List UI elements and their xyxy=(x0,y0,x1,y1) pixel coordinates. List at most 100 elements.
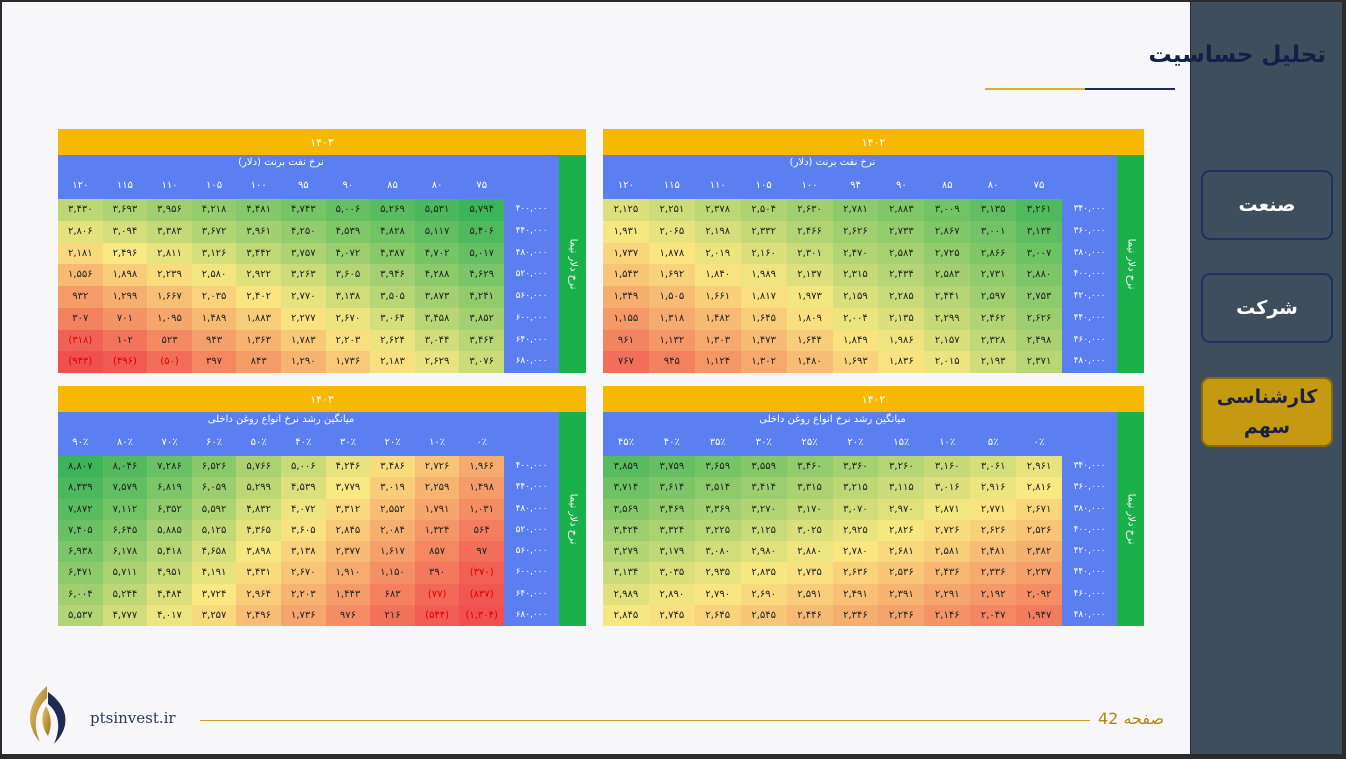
table-cell: ۳,۴۶۹ xyxy=(648,498,695,520)
table-cell: ۱,۹۱۰ xyxy=(325,562,371,584)
table-cell: ۳۹۰ xyxy=(414,562,460,584)
table-cell: ۳,۰۰۹ xyxy=(924,199,971,221)
row-axis-header: نرخ دلار نیما xyxy=(559,155,586,373)
table-cell: ۵,۸۸۵ xyxy=(147,519,192,541)
table-cell: ۳,۷۷۹ xyxy=(325,477,371,499)
table-cell: ۲,۷۹۰ xyxy=(694,583,741,605)
table-year-label: ۱۴۰۲ xyxy=(861,392,886,406)
table-cell: ۲,۸۶۷ xyxy=(924,220,971,243)
table-cell: ۲,۱۳۷ xyxy=(786,264,833,286)
table-cell: ۲,۱۹۲ xyxy=(970,583,1017,605)
frame-edge xyxy=(0,754,1346,759)
table-cell: ۳,۷۱۴ xyxy=(603,477,649,499)
table-cell: ۱,۹۶۶ xyxy=(459,456,504,478)
row-header: ۳۸۰,۰۰۰ xyxy=(1073,503,1106,514)
page-title: تحلیل حساسیت xyxy=(1148,42,1327,68)
table-cell: ۳,۰۳۵ xyxy=(648,562,695,584)
table-cell: ۷,۴۰۵ xyxy=(58,519,103,541)
row-header: ۴۰۰,۰۰۰ xyxy=(515,461,548,471)
table-cell: ۲,۴۸۱ xyxy=(970,541,1017,563)
table-cell: ۱,۶۴۴ xyxy=(786,329,833,352)
table-cell: ۳,۱۳۵ xyxy=(970,199,1017,221)
table-cell: ۳,۴۴۲ xyxy=(236,242,281,265)
table-cell: ۲,۷۲۶ xyxy=(414,456,460,478)
table-cell: ۵,۵۳۱ xyxy=(414,199,460,221)
table-cell: ۲,۵۸۰ xyxy=(191,264,237,286)
table-cell: ۱,۷۳۷ xyxy=(603,242,649,265)
table-cell: ۸,۰۴۶ xyxy=(102,456,148,478)
table-cell: ۴,۲۱۸ xyxy=(191,199,237,221)
column-header: ۸۰ xyxy=(987,180,999,191)
table-cell: ۱,۷۳۶ xyxy=(325,351,371,373)
table-cell: ۲,۷۸۰ xyxy=(832,541,879,563)
table-cell: (۵۴۴) xyxy=(414,604,460,626)
row-header: ۴۸۰,۰۰۰ xyxy=(1073,356,1106,367)
table-cell: ۹۷۶ xyxy=(325,604,371,626)
row-header: ۶۸۰,۰۰۰ xyxy=(515,609,548,620)
table-cell: ۲,۴۹۶ xyxy=(236,604,281,626)
table-cell: ۲,۶۲۶ xyxy=(832,220,879,243)
table-cell: ۱,۴۸۹ xyxy=(191,307,237,330)
table-cell: ۳,۴۳۱ xyxy=(236,562,281,584)
table-cell: ۲,۳۰۱ xyxy=(786,242,833,265)
column-header: ۱۵٪ xyxy=(893,437,910,448)
column-header: ۷۵ xyxy=(1033,180,1045,191)
column-header: ۱۰۵ xyxy=(206,180,223,191)
table-cell: ۲,۴۰۲ xyxy=(236,286,281,308)
table-cell: ۲,۱۵۹ xyxy=(832,286,879,308)
table-cell: ۴,۷۴۳ xyxy=(281,199,326,221)
table-cell: ۹۳۲ xyxy=(58,286,103,308)
column-header: ۱۲۰ xyxy=(72,180,89,191)
table-cell: ۲,۱۸۱ xyxy=(58,242,103,265)
column-header: ۵٪ xyxy=(987,437,999,448)
column-axis-header: میانگین رشد نرخ انواع روغن داخلی xyxy=(58,412,559,456)
table-cell: ۵,۲۶۹ xyxy=(370,199,415,221)
table-cell: ۲,۹۳۵ xyxy=(694,562,741,584)
table-cell: ۲,۸۱۶ xyxy=(1016,477,1062,499)
table-cell: ۳,۷۵۹ xyxy=(648,456,695,478)
row-header: ۳۴۰,۰۰۰ xyxy=(1073,461,1106,471)
table-cell: ۲۱۶ xyxy=(370,604,415,626)
column-header: ۱۱۰ xyxy=(709,180,726,191)
column-axis-title: نرخ نفت برنت (دلار) xyxy=(789,157,876,168)
table-cell: ۱,۱۲۴ xyxy=(694,351,741,373)
nav-button-stock-valuation[interactable]: کارشناسی سهم xyxy=(1201,377,1333,447)
table-cell: ۲,۱۶۰ xyxy=(740,242,787,265)
table-cell: ۳,۴۳۰ xyxy=(58,199,103,221)
table-cell: ۲,۹۸۹ xyxy=(603,583,649,605)
table-cell: ۲,۹۲۵ xyxy=(832,519,879,541)
table-cell: ۵۶۴ xyxy=(459,519,504,541)
table-cell: ۱,۴۴۳ xyxy=(325,583,371,605)
column-axis-title: میانگین رشد نرخ انواع روغن داخلی xyxy=(207,414,355,425)
table-cell: ۲,۷۷۱ xyxy=(970,498,1017,520)
row-axis-title: نرخ دلار نیما xyxy=(1125,493,1136,545)
table-cell: ۲,۶۹۰ xyxy=(740,583,787,605)
row-keys-column xyxy=(1062,456,1117,626)
table-cell: ۴,۲۸۸ xyxy=(414,264,460,286)
table-cell: ۳,۰۱۹ xyxy=(370,477,415,499)
nav-button-industry[interactable]: صنعت xyxy=(1201,170,1333,240)
nav-button-company[interactable]: شرکت xyxy=(1201,273,1333,343)
table-cell: ۴,۰۷۲ xyxy=(325,242,371,265)
table-cell: ۳,۰۴۴ xyxy=(414,329,460,352)
table-cell: ۶,۶۴۵ xyxy=(102,519,148,541)
column-header: ۰٪ xyxy=(1033,437,1045,448)
table-cell: ۲,۳۳۲ xyxy=(740,220,787,243)
row-header: ۴۴۰,۰۰۰ xyxy=(1073,312,1106,323)
column-header: ۴۰٪ xyxy=(295,437,312,448)
column-header: ۳۵٪ xyxy=(709,437,726,448)
table-cell: ۳,۲۶۱ xyxy=(1016,199,1062,221)
column-header: ۸۰ xyxy=(431,180,443,191)
table-cell: ۲,۶۲۴ xyxy=(370,329,415,352)
column-header: ۹۴ xyxy=(850,180,861,191)
column-header: ۸۵ xyxy=(941,180,953,191)
row-header: ۵۲۰,۰۰۰ xyxy=(515,524,548,535)
table-cell: ۲,۹۸۰ xyxy=(740,541,787,563)
table-cell: ۲,۷۳۱ xyxy=(970,264,1017,286)
website-link[interactable]: ptsinvest.ir xyxy=(90,709,176,727)
table-cell: ۳,۰۰۷ xyxy=(1016,242,1062,265)
table-cell: ۱,۶۹۳ xyxy=(832,351,879,373)
table-cell: ۱,۶۶۷ xyxy=(147,286,192,308)
row-header: ۵۶۰,۰۰۰ xyxy=(515,546,548,556)
table-cell: ۳,۴۶۰ xyxy=(786,456,833,478)
